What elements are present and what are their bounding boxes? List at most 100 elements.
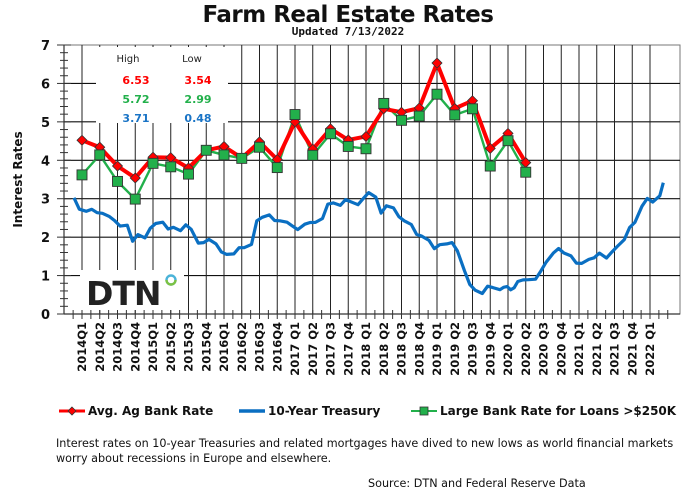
data-point-avg-ag-bank-rate [484,142,496,154]
table-value-low: 3.54 [184,74,211,87]
y-tick-label: 5 [41,116,50,131]
legend-item-large-bank-rate: Large Bank Rate for Loans >$250K [410,404,676,418]
x-tick-label: 2018 Q3 [395,322,409,376]
x-tick-label: 2014Q4 [128,322,142,372]
data-point-large-bank-rate [200,144,212,156]
data-point-large-bank-rate [413,110,425,122]
data-point-avg-ag-bank-rate [129,172,141,184]
chart-title: Farm Real Estate Rates [202,2,494,28]
series-line-10-year-treasury [72,182,665,296]
data-point-large-bank-rate [325,128,336,140]
data-point-large-bank-rate [76,169,88,181]
x-tick-label: 2020 Q4 [554,322,568,376]
data-point-large-bank-rate [254,141,265,153]
data-point-large-bank-rate [218,149,230,161]
data-point-large-bank-rate [378,97,390,109]
legend-label: Large Bank Rate for Loans >$250K [440,404,677,418]
legend-green-square-icon [411,406,437,416]
y-tick-label: 7 [41,39,50,54]
data-point-large-bank-rate [502,135,514,147]
x-tick-label: 2020 Q1 [501,322,515,376]
table-header-high: High [117,54,140,65]
data-point-large-bank-rate [307,149,319,161]
data-point-large-bank-rate [236,152,248,164]
x-tick-label: 2018 Q4 [412,322,426,376]
data-point-large-bank-rate [431,88,443,100]
data-point-avg-ag-bank-rate [431,57,443,69]
x-tick-label: 2016Q2 [235,322,249,372]
y-tick-label: 2 [41,231,50,246]
series [72,57,665,296]
x-tick-label: 2015Q3 [182,322,196,372]
table-value-high: 6.53 [122,74,149,87]
y-tick-label: 1 [41,270,50,285]
legend-blue-line-icon [239,409,265,413]
data-point-large-bank-rate [129,193,141,205]
dtn-logo-ring-accent-icon [165,279,177,286]
x-tick-label: 2016Q4 [270,322,284,372]
data-point-large-bank-rate [484,160,496,172]
table-value-high: 3.71 [122,112,149,125]
dtn-logo: DTN [80,270,184,313]
data-point-large-bank-rate [147,157,159,169]
legend-item-avg-ag-bank-rate: Avg. Ag Bank Rate [58,404,213,418]
y-tick-label: 6 [41,77,50,92]
legend-label: 10-Year Treasury [268,404,381,418]
table-value-low: 0.48 [184,112,211,125]
x-tick-label: 2019 Q4 [483,322,497,376]
axes: 0 1 2 3 4 5 6 7 Interest Rates 2014Q1 2014Q2 2014Q3… [11,39,680,376]
x-tick-label: 2019 Q1 [430,322,444,376]
data-point-avg-ag-bank-rate [360,130,372,143]
x-tick-label: 2021 Q2 [590,322,604,376]
data-point-large-bank-rate [94,149,106,161]
x-tick-label: 2014Q1 [75,322,89,372]
legend-item-10-year-treasury: 10-Year Treasury [238,404,380,418]
legend-label: Avg. Ag Bank Rate [88,404,214,418]
high-low-table-background [96,47,228,123]
caption: Interest rates on 10-year Treasuries and… [56,437,674,465]
source-note: Source: DTN and Federal Reserve Data [368,477,586,490]
x-tick-label: 2017 Q1 [288,322,302,376]
x-tick-label: 2014Q2 [93,322,107,372]
x-tick-label: 2015Q2 [164,322,178,372]
x-tick-label: 2019 Q3 [466,322,480,376]
table-value-low: 2.99 [184,93,211,106]
data-point-large-bank-rate [271,162,283,174]
x-tick-label: 2015Q1 [146,322,160,372]
table-value-high: 5.72 [122,93,149,106]
data-point-large-bank-rate [342,141,354,152]
data-point-large-bank-rate [360,143,372,155]
x-tick-label: 2015Q4 [199,322,213,372]
y-tick-label: 3 [41,193,50,208]
x-tick-label: 2020 Q3 [537,322,551,376]
x-tick-label: 2021 Q3 [608,322,622,376]
data-point-large-bank-rate [449,109,461,121]
x-tick-label: 2017 Q4 [341,322,355,376]
x-tick-label: 2017 Q2 [306,322,320,376]
x-tick-label: 2014Q3 [111,322,125,372]
data-point-avg-ag-bank-rate [76,134,88,146]
x-tick-label: 2018 Q2 [377,322,391,376]
data-point-large-bank-rate [396,114,407,126]
data-point-large-bank-rate [289,109,301,121]
data-point-large-bank-rate [112,175,123,187]
high-low-table: High Low 6.53 3.54 5.72 2.99 3.71 0.48 [96,47,228,125]
x-tick-label: 2019 Q2 [448,322,462,376]
y-axis-label: Interest Rates [11,131,25,227]
x-tick-label: 2020 Q2 [519,322,533,376]
data-point-large-bank-rate [520,166,532,178]
chart-subtitle: Updated 7/13/2022 [291,25,405,38]
data-point-large-bank-rate [165,161,177,173]
y-tick-label: 0 [41,308,50,323]
x-tick-label: 2016Q3 [253,322,267,372]
x-tick-label: 2017 Q3 [324,322,338,376]
data-point-large-bank-rate [467,103,478,115]
x-tick-label: 2018 Q1 [359,322,373,376]
table-header-low: Low [182,54,202,65]
chart-plot: High Low 6.53 3.54 5.72 2.99 3.71 0.48 DTN 0 1 2 3… [11,39,681,376]
y-tick-label: 4 [41,154,50,169]
data-point-avg-ag-bank-rate [111,160,124,172]
dtn-logo-text: DTN [86,274,161,313]
legend-red-diamond-icon [59,406,85,416]
x-tick-label: 2021 Q1 [572,322,586,376]
